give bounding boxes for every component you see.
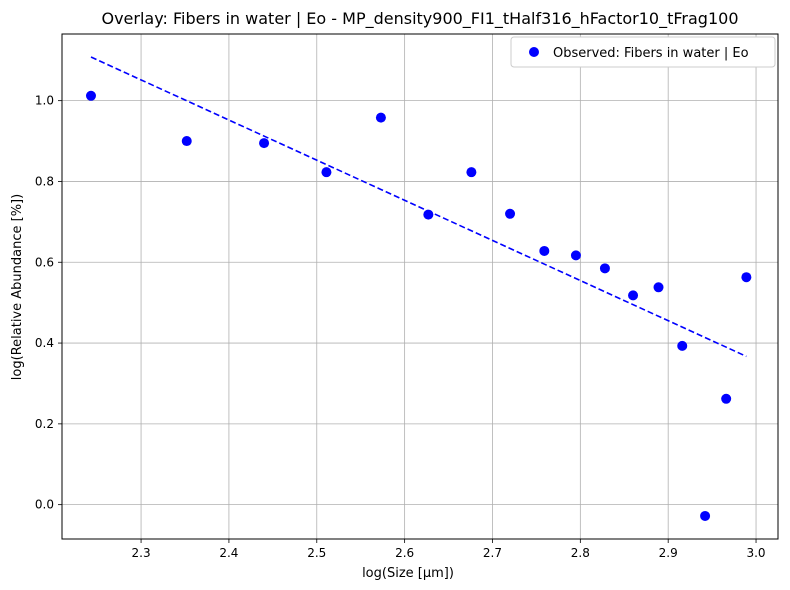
data-point xyxy=(599,263,610,274)
data-point xyxy=(677,340,688,351)
legend-marker xyxy=(529,47,539,57)
data-point xyxy=(181,136,192,147)
y-tick-label: 0.2 xyxy=(35,417,54,431)
y-tick-label: 1.0 xyxy=(35,94,54,108)
y-tick-label: 0.8 xyxy=(35,174,54,188)
x-tick-label: 2.5 xyxy=(307,546,326,560)
x-tick-label: 3.0 xyxy=(746,546,765,560)
x-tick-label: 2.7 xyxy=(483,546,502,560)
grid xyxy=(62,34,778,539)
y-tick-label: 0.0 xyxy=(35,498,54,512)
scatter-points xyxy=(85,90,752,521)
data-point xyxy=(375,112,386,123)
plot-frame xyxy=(61,33,779,540)
data-point xyxy=(700,510,711,521)
fit-line-group xyxy=(90,56,747,358)
x-tick-label: 2.3 xyxy=(132,546,151,560)
x-axis-label: log(Size [μm]) xyxy=(362,566,454,581)
x-tick-label: 2.4 xyxy=(219,546,238,560)
legend: Observed: Fibers in water | Eo xyxy=(510,36,776,68)
x-tick-label: 2.9 xyxy=(659,546,678,560)
data-point xyxy=(85,90,96,101)
x-tick-label: 2.6 xyxy=(395,546,414,560)
data-point xyxy=(653,282,664,293)
y-tick-label: 0.6 xyxy=(35,255,54,269)
data-point xyxy=(466,167,477,178)
data-point xyxy=(259,138,270,149)
data-point xyxy=(321,167,332,178)
data-point xyxy=(505,208,516,219)
y-axis-label: log(Relative Abundance [%]) xyxy=(10,194,25,380)
y-axis-ticks: 0.0 0.2 0.4 0.6 0.8 1.0 xyxy=(35,94,62,512)
y-tick-label: 0.4 xyxy=(35,336,54,350)
legend-box xyxy=(510,36,776,68)
x-axis-ticks: 2.3 2.4 2.5 2.6 2.7 2.8 2.9 3.0 xyxy=(132,539,766,560)
data-point xyxy=(628,290,639,301)
x-tick-label: 2.8 xyxy=(571,546,590,560)
data-point xyxy=(570,250,581,261)
data-point xyxy=(423,209,434,220)
data-point xyxy=(721,393,732,404)
data-point xyxy=(539,245,550,256)
legend-label: Observed: Fibers in water | Eo xyxy=(553,46,749,61)
fit-line xyxy=(90,56,747,358)
chart-title: Overlay: Fibers in water | Eo - MP_densi… xyxy=(101,9,738,29)
data-point xyxy=(741,272,752,283)
